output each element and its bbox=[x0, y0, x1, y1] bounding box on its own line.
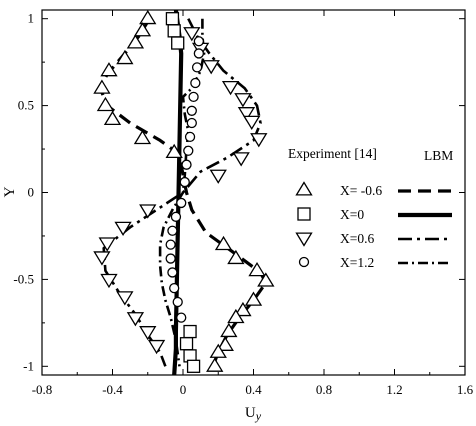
experiment-point-x1.2 bbox=[167, 225, 178, 236]
x-tick-label: 0.8 bbox=[316, 382, 332, 397]
experiment-point-x0.6 bbox=[100, 273, 118, 289]
experiment-point-x1.2 bbox=[193, 48, 205, 59]
experiment-point-x0.6 bbox=[133, 129, 152, 145]
experiment-point-x0.6 bbox=[126, 34, 145, 49]
legend-marker-x0.6 bbox=[295, 232, 313, 247]
experiment-point-x0.6 bbox=[209, 343, 227, 358]
experiment-point-x1.2 bbox=[165, 253, 176, 264]
experiment-point-x1.2 bbox=[191, 62, 203, 73]
experiment-point-x1.2 bbox=[169, 282, 180, 294]
y-tick-label: -0.5 bbox=[13, 271, 34, 286]
legend-header-lbm: LBM bbox=[424, 148, 453, 163]
x-tick-label: 0.4 bbox=[245, 382, 262, 397]
x-tick-label: 0 bbox=[180, 382, 187, 397]
experiment-point-x1.2 bbox=[181, 159, 192, 170]
experiment-point-x0.6 bbox=[243, 115, 261, 130]
experiment-point-x0.6 bbox=[227, 249, 245, 265]
experiment-point-x0.6 bbox=[234, 93, 252, 108]
experiment-point-x0.6 bbox=[250, 133, 268, 148]
experiment-point-x0.6 bbox=[93, 251, 111, 266]
y-axis-label: Y bbox=[2, 186, 18, 197]
experiment-point-x0.6 bbox=[116, 291, 134, 306]
legend-marker-x1.2 bbox=[298, 256, 310, 268]
experiment-point-x0 bbox=[165, 12, 180, 26]
experiment-point-x1.2 bbox=[186, 105, 197, 116]
experiment-point-x0.6 bbox=[227, 308, 245, 324]
legend-marker-x0 bbox=[297, 207, 311, 221]
x-axis-label: Uy bbox=[245, 405, 262, 423]
legend-header-experiment: Experiment [14] bbox=[288, 146, 377, 161]
axis-ticks: -0.8 -0.4 0 0.4 0.8 1.2 1.6 -1 -0.5 0 0.5 1 bbox=[13, 10, 474, 397]
experiment-point-x0.6 bbox=[206, 357, 224, 372]
experiment-point-x0.6 bbox=[248, 261, 266, 277]
experiment-point-x0.6 bbox=[244, 291, 263, 306]
experiment-point-x0.6 bbox=[133, 22, 152, 37]
experiment-point-x0.6 bbox=[202, 60, 220, 75]
x-tick-label: -0.4 bbox=[102, 382, 123, 397]
y-tick-label: 1 bbox=[28, 11, 35, 26]
experiment-point-x0.6 bbox=[220, 322, 238, 338]
lbm-line-x1.2 bbox=[158, 18, 206, 367]
experiment-point-x0.6 bbox=[116, 49, 134, 65]
experiment-point-x0.6 bbox=[214, 235, 233, 251]
legend-label-x0.6: X=0.6 bbox=[340, 231, 374, 246]
experiment-point-x0.6 bbox=[232, 152, 250, 167]
experiment-point-x0.6 bbox=[139, 326, 157, 341]
experiment-point-x0.6 bbox=[93, 79, 111, 94]
experiment-markers bbox=[93, 9, 275, 373]
experiment-point-x0.6 bbox=[98, 237, 116, 252]
experiment-point-x1.2 bbox=[190, 77, 201, 89]
experiment-point-x0 bbox=[167, 24, 181, 38]
y-tick-label: -1 bbox=[23, 358, 34, 373]
legend-items: X= -0.6 X=0 X=0.6 X=1.2 bbox=[295, 181, 452, 270]
experiment-point-x1.2 bbox=[179, 176, 190, 188]
experiment-point-x0.6 bbox=[103, 110, 122, 126]
legend-label-x0.6: X= -0.6 bbox=[340, 183, 382, 198]
x-tick-label: 1.6 bbox=[457, 382, 474, 397]
experiment-point-x0.6 bbox=[216, 336, 234, 351]
experiment-point-x1.2 bbox=[170, 211, 182, 222]
experiment-point-x0.6 bbox=[100, 62, 118, 77]
experiment-point-x1.2 bbox=[165, 239, 176, 250]
experiment-point-x0.6 bbox=[221, 80, 240, 96]
legend-marker-x0.6 bbox=[295, 181, 313, 196]
y-tick-label: 0 bbox=[28, 185, 35, 200]
experiment-point-x1.2 bbox=[167, 267, 178, 278]
experiment-point-x1.2 bbox=[193, 36, 205, 47]
experiment-point-x0.6 bbox=[147, 339, 166, 355]
experiment-point-x0.6 bbox=[183, 27, 201, 42]
experiment-point-x0.6 bbox=[257, 272, 275, 287]
experiment-point-x1.2 bbox=[176, 197, 187, 209]
experiment-point-x0.6 bbox=[139, 9, 157, 25]
legend: Experiment [14] LBM X= -0.6 X=0 X=0.6 X=1.2 bbox=[288, 146, 453, 270]
experiment-point-x0.6 bbox=[234, 301, 252, 317]
experiment-point-x0 bbox=[171, 36, 185, 50]
experiment-point-x1.2 bbox=[184, 131, 196, 143]
experiment-point-x1.2 bbox=[188, 91, 199, 103]
experiment-point-x0.6 bbox=[237, 107, 256, 122]
experiment-point-x0.6 bbox=[96, 96, 115, 112]
experiment-point-x0.6 bbox=[209, 169, 227, 184]
legend-label-x1.2: X=1.2 bbox=[340, 255, 374, 270]
y-tick-label: 0.5 bbox=[18, 98, 34, 113]
experiment-point-x0 bbox=[186, 359, 201, 373]
lbm-line-x0.6 bbox=[102, 18, 262, 367]
experiment-point-x1.2 bbox=[183, 145, 194, 156]
experiment-point-x1.2 bbox=[172, 296, 183, 308]
experiment-point-x0.6 bbox=[165, 143, 183, 159]
x-tick-label: -0.8 bbox=[32, 382, 53, 397]
experiment-point-x1.2 bbox=[176, 312, 187, 323]
experiment-point-x0 bbox=[183, 324, 197, 339]
experiment-point-x0.6 bbox=[114, 221, 132, 237]
x-tick-label: 1.2 bbox=[386, 382, 402, 397]
experiment-point-x0.6 bbox=[126, 312, 145, 327]
experiment-point-x0 bbox=[179, 337, 194, 351]
experiment-point-x0.6 bbox=[139, 204, 157, 219]
experiment-point-x1.2 bbox=[186, 117, 197, 129]
legend-label-x0: X=0 bbox=[340, 207, 364, 222]
x-axis-label-subscript: y bbox=[255, 409, 262, 423]
x-axis-label-main: U bbox=[245, 405, 256, 421]
